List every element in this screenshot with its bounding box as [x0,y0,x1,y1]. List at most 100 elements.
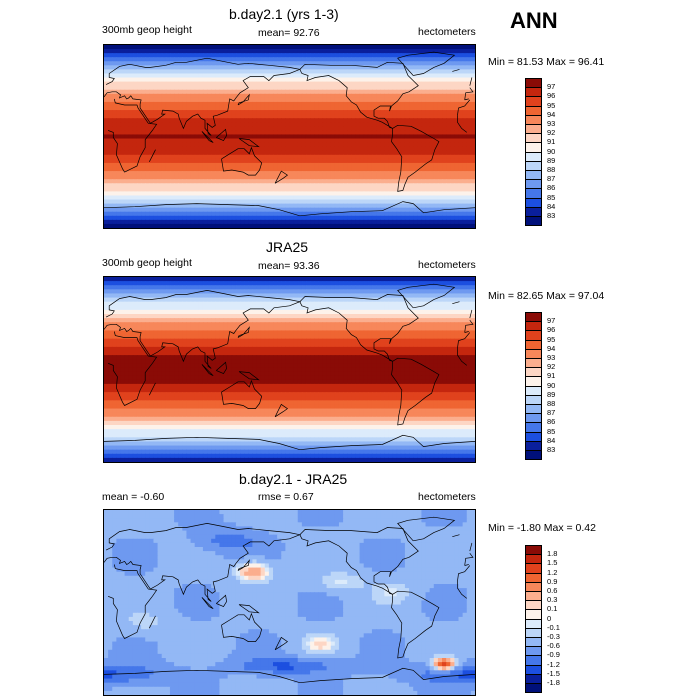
field-cell [454,49,460,54]
field-cell [351,281,357,286]
field-cell [417,142,423,148]
field-cell [223,195,229,201]
field-cell [161,85,167,91]
field-cell [470,45,475,50]
field-cell [384,187,390,192]
field-cell [248,77,253,83]
field-cell [425,146,431,152]
field-cell [256,171,262,176]
field-cell [334,207,340,213]
field-cell [273,77,278,83]
field-cell [157,187,163,192]
field-cell [194,179,200,184]
field-cell [190,289,196,295]
field-cell [433,89,439,95]
field-cell [301,61,307,66]
field-cell [338,146,344,152]
field-cell [202,297,208,303]
field-cell [413,101,418,107]
field-cell [202,211,208,217]
field-cell [413,57,418,62]
field-cell [268,191,274,197]
field-cell [326,293,332,299]
field-cell [310,53,315,58]
field-cell [380,85,385,91]
field-cell [202,138,208,144]
field-cell [178,191,183,197]
field-cell [446,130,451,136]
field-cell [182,89,188,95]
field-cell [392,122,398,127]
field-cell [157,81,163,87]
field-cell [384,207,390,213]
field-cell [454,297,460,303]
field-cell [198,110,204,115]
field-cell [256,158,262,164]
field-cell [132,126,138,131]
field-cell [380,114,385,119]
field-cell [153,57,159,62]
field-cell [442,219,447,225]
field-cell [277,146,282,152]
field-cell [446,77,451,83]
field-cell [376,309,381,315]
field-cell [165,297,171,303]
field-cell [256,285,262,290]
field-cell [112,289,117,295]
field-cell [231,285,237,290]
field-cell [104,215,109,221]
field-cell [141,281,146,286]
field-cell [466,110,472,115]
field-cell [194,146,200,152]
field-cell [343,162,348,168]
field-cell [380,285,385,290]
field-cell [396,203,402,209]
field-cell [132,285,138,290]
field-cell [450,277,455,282]
field-cell [363,93,369,99]
field-cell [223,207,229,213]
field-cell [211,154,216,160]
field-cell [314,301,319,307]
field-cell [104,130,109,136]
field-cell [198,134,204,140]
field-cell [384,158,390,164]
field-cell [240,281,245,286]
field-cell [314,293,319,299]
field-cell [120,187,126,192]
field-cell [128,130,134,136]
field-cell [116,162,122,168]
field-cell [380,187,385,192]
field-cell [347,215,352,221]
field-cell [404,93,410,99]
field-cell [347,281,352,286]
field-cell [136,277,142,282]
field-cell [194,171,200,176]
field-cell [132,183,138,188]
field-cell [104,97,109,103]
field-cell [454,150,460,156]
field-cell [256,215,262,221]
field-cell [450,301,455,307]
field-cell [260,301,266,307]
field-cell [359,89,365,95]
field-cell [293,142,299,148]
field-cell [112,281,117,286]
field-cell [174,49,179,54]
field-cell [338,57,344,62]
field-cell [359,130,365,136]
field-cell [112,142,117,148]
field-cell [285,138,291,144]
field-cell [211,45,216,50]
field-cell [310,130,315,136]
field-cell [450,207,455,213]
field-cell [326,101,332,107]
field-cell [219,101,225,107]
field-cell [165,285,171,290]
field-cell [400,85,406,91]
field-cell [429,309,435,315]
field-cell [202,158,208,164]
field-cell [466,45,472,50]
field-cell [215,297,221,303]
field-cell [128,285,134,290]
